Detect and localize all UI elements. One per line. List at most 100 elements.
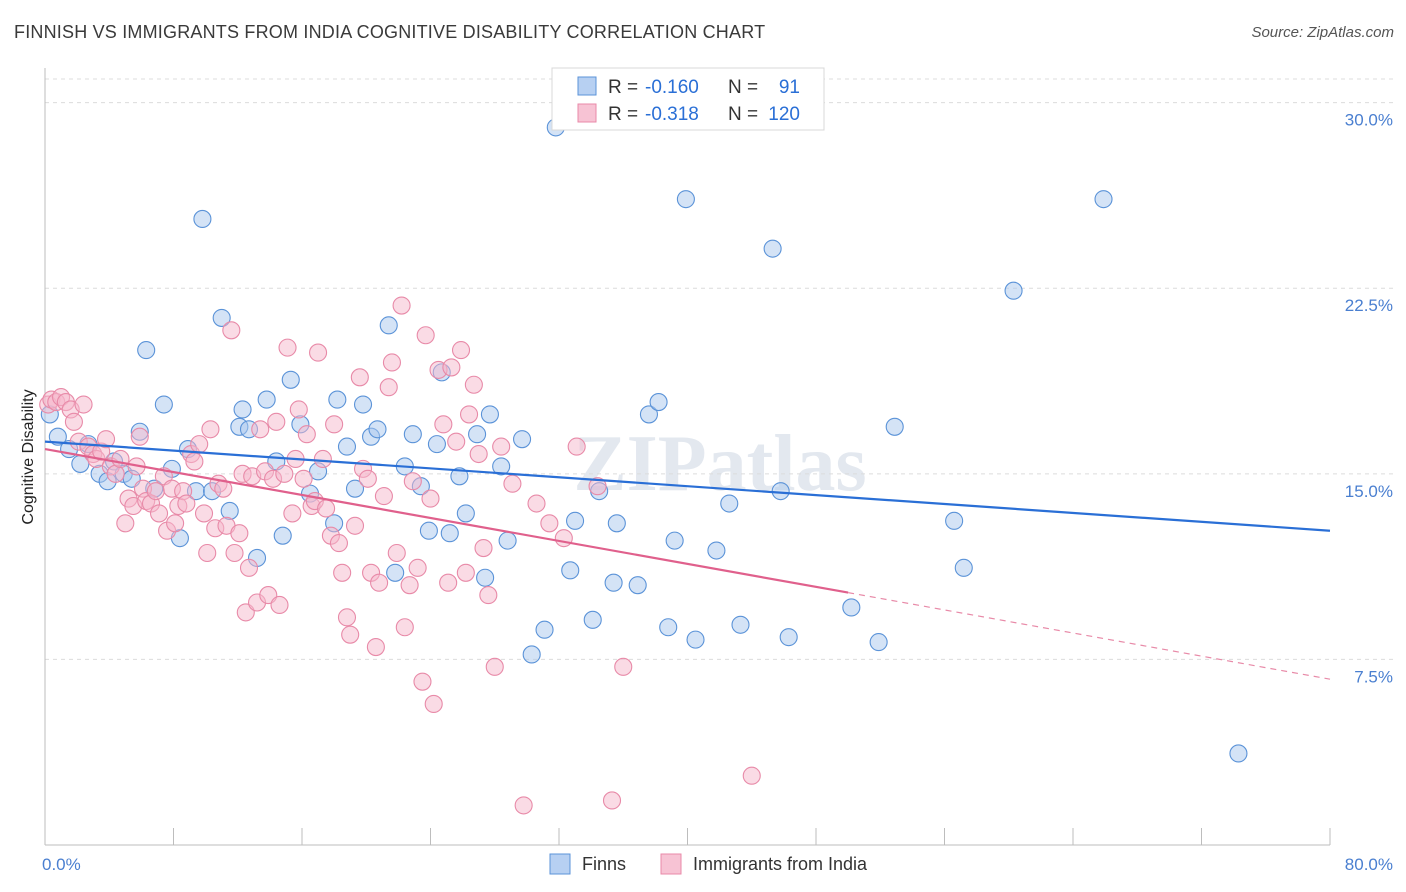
point-india bbox=[485, 657, 504, 676]
point-india bbox=[149, 504, 169, 523]
point-india bbox=[225, 543, 244, 563]
point-finns bbox=[386, 563, 405, 582]
point-india bbox=[387, 543, 406, 563]
point-india bbox=[400, 576, 419, 595]
point-finns bbox=[522, 645, 541, 664]
point-india bbox=[283, 504, 302, 523]
point-india bbox=[366, 637, 385, 657]
point-india bbox=[345, 516, 365, 535]
point-india bbox=[424, 694, 443, 714]
trend-line-india-projection bbox=[848, 592, 1331, 680]
point-finns bbox=[665, 531, 684, 550]
point-india bbox=[166, 514, 185, 533]
point-india bbox=[177, 494, 196, 513]
point-finns bbox=[628, 576, 647, 595]
point-india bbox=[275, 464, 294, 483]
point-india bbox=[222, 321, 241, 340]
point-india bbox=[64, 412, 83, 431]
point-india bbox=[469, 444, 488, 464]
legend-n-value-india: 120 bbox=[768, 104, 800, 125]
point-india bbox=[317, 499, 336, 518]
point-finns bbox=[607, 514, 626, 533]
point-finns bbox=[1229, 744, 1248, 763]
point-india bbox=[358, 469, 377, 488]
point-india bbox=[194, 504, 214, 523]
point-finns bbox=[257, 390, 276, 409]
source-label: Source: ZipAtlas.com bbox=[1251, 24, 1394, 41]
point-finns bbox=[476, 568, 495, 587]
gridlines: 7.5% 15.0% 22.5% 30.0% bbox=[45, 78, 1393, 686]
point-finns bbox=[1004, 281, 1023, 300]
point-india bbox=[130, 427, 149, 446]
point-india bbox=[554, 529, 573, 548]
point-finns bbox=[480, 405, 499, 424]
point-finns bbox=[561, 561, 580, 580]
point-finns bbox=[233, 400, 252, 419]
point-india bbox=[337, 608, 357, 627]
point-finns bbox=[440, 524, 459, 543]
trend-line-finns bbox=[44, 440, 1331, 532]
point-finns bbox=[193, 209, 212, 228]
point-india bbox=[479, 586, 498, 605]
point-india bbox=[439, 573, 458, 592]
series-legend: Finns Immigrants from India bbox=[549, 853, 868, 875]
point-india bbox=[395, 618, 414, 637]
point-india bbox=[588, 477, 607, 496]
point-india bbox=[270, 595, 289, 615]
point-india bbox=[74, 395, 93, 414]
trend-line-india bbox=[44, 447, 849, 594]
point-finns bbox=[763, 239, 782, 258]
watermark: ZIPatlas bbox=[573, 420, 866, 508]
point-finns bbox=[649, 393, 668, 412]
point-finns bbox=[583, 610, 602, 629]
data-points bbox=[39, 118, 1248, 815]
correlation-legend: R = -0.160 N = 91 R = -0.318 N = 120 bbox=[551, 67, 825, 131]
point-india bbox=[602, 791, 622, 810]
point-india bbox=[474, 539, 493, 558]
point-india bbox=[442, 358, 461, 377]
point-finns bbox=[731, 615, 750, 634]
point-india bbox=[239, 558, 259, 577]
point-finns bbox=[273, 526, 292, 545]
point-india bbox=[456, 563, 475, 582]
trend-lines bbox=[44, 440, 1331, 680]
x-tick-label-max: 80.0% bbox=[1345, 855, 1393, 874]
point-finns bbox=[869, 633, 888, 652]
point-finns bbox=[403, 425, 422, 444]
point-india bbox=[392, 296, 411, 315]
point-finns bbox=[604, 573, 623, 592]
point-india bbox=[350, 368, 369, 387]
point-india bbox=[514, 796, 533, 815]
legend-r-value-india: -0.318 bbox=[645, 104, 699, 125]
point-india bbox=[374, 487, 393, 506]
point-india bbox=[540, 514, 559, 533]
point-finns bbox=[337, 437, 357, 456]
y-tick-label: 30.0% bbox=[1345, 111, 1393, 130]
point-finns bbox=[492, 457, 511, 476]
point-finns bbox=[456, 504, 475, 523]
y-axis-title: Cognitive Disability bbox=[20, 389, 37, 524]
point-india bbox=[313, 449, 332, 469]
y-tick-label: 22.5% bbox=[1345, 296, 1393, 315]
point-finns bbox=[368, 420, 387, 439]
point-india bbox=[742, 766, 761, 785]
y-tick-label: 15.0% bbox=[1345, 482, 1393, 501]
point-finns bbox=[379, 316, 398, 335]
point-india bbox=[333, 563, 352, 582]
chart-title: FINNISH VS IMMIGRANTS FROM INDIA COGNITI… bbox=[14, 22, 766, 42]
point-finns bbox=[945, 511, 964, 530]
y-tick-label: 7.5% bbox=[1354, 667, 1393, 686]
point-india bbox=[370, 573, 389, 592]
point-india bbox=[116, 514, 135, 533]
point-india bbox=[567, 437, 586, 456]
point-finns bbox=[779, 628, 798, 647]
point-finns bbox=[212, 308, 231, 327]
point-india bbox=[278, 338, 297, 357]
point-india bbox=[382, 353, 402, 372]
point-finns bbox=[419, 521, 438, 540]
point-finns bbox=[707, 541, 726, 560]
point-india bbox=[527, 494, 546, 513]
point-finns bbox=[513, 430, 532, 449]
point-india bbox=[309, 343, 328, 362]
